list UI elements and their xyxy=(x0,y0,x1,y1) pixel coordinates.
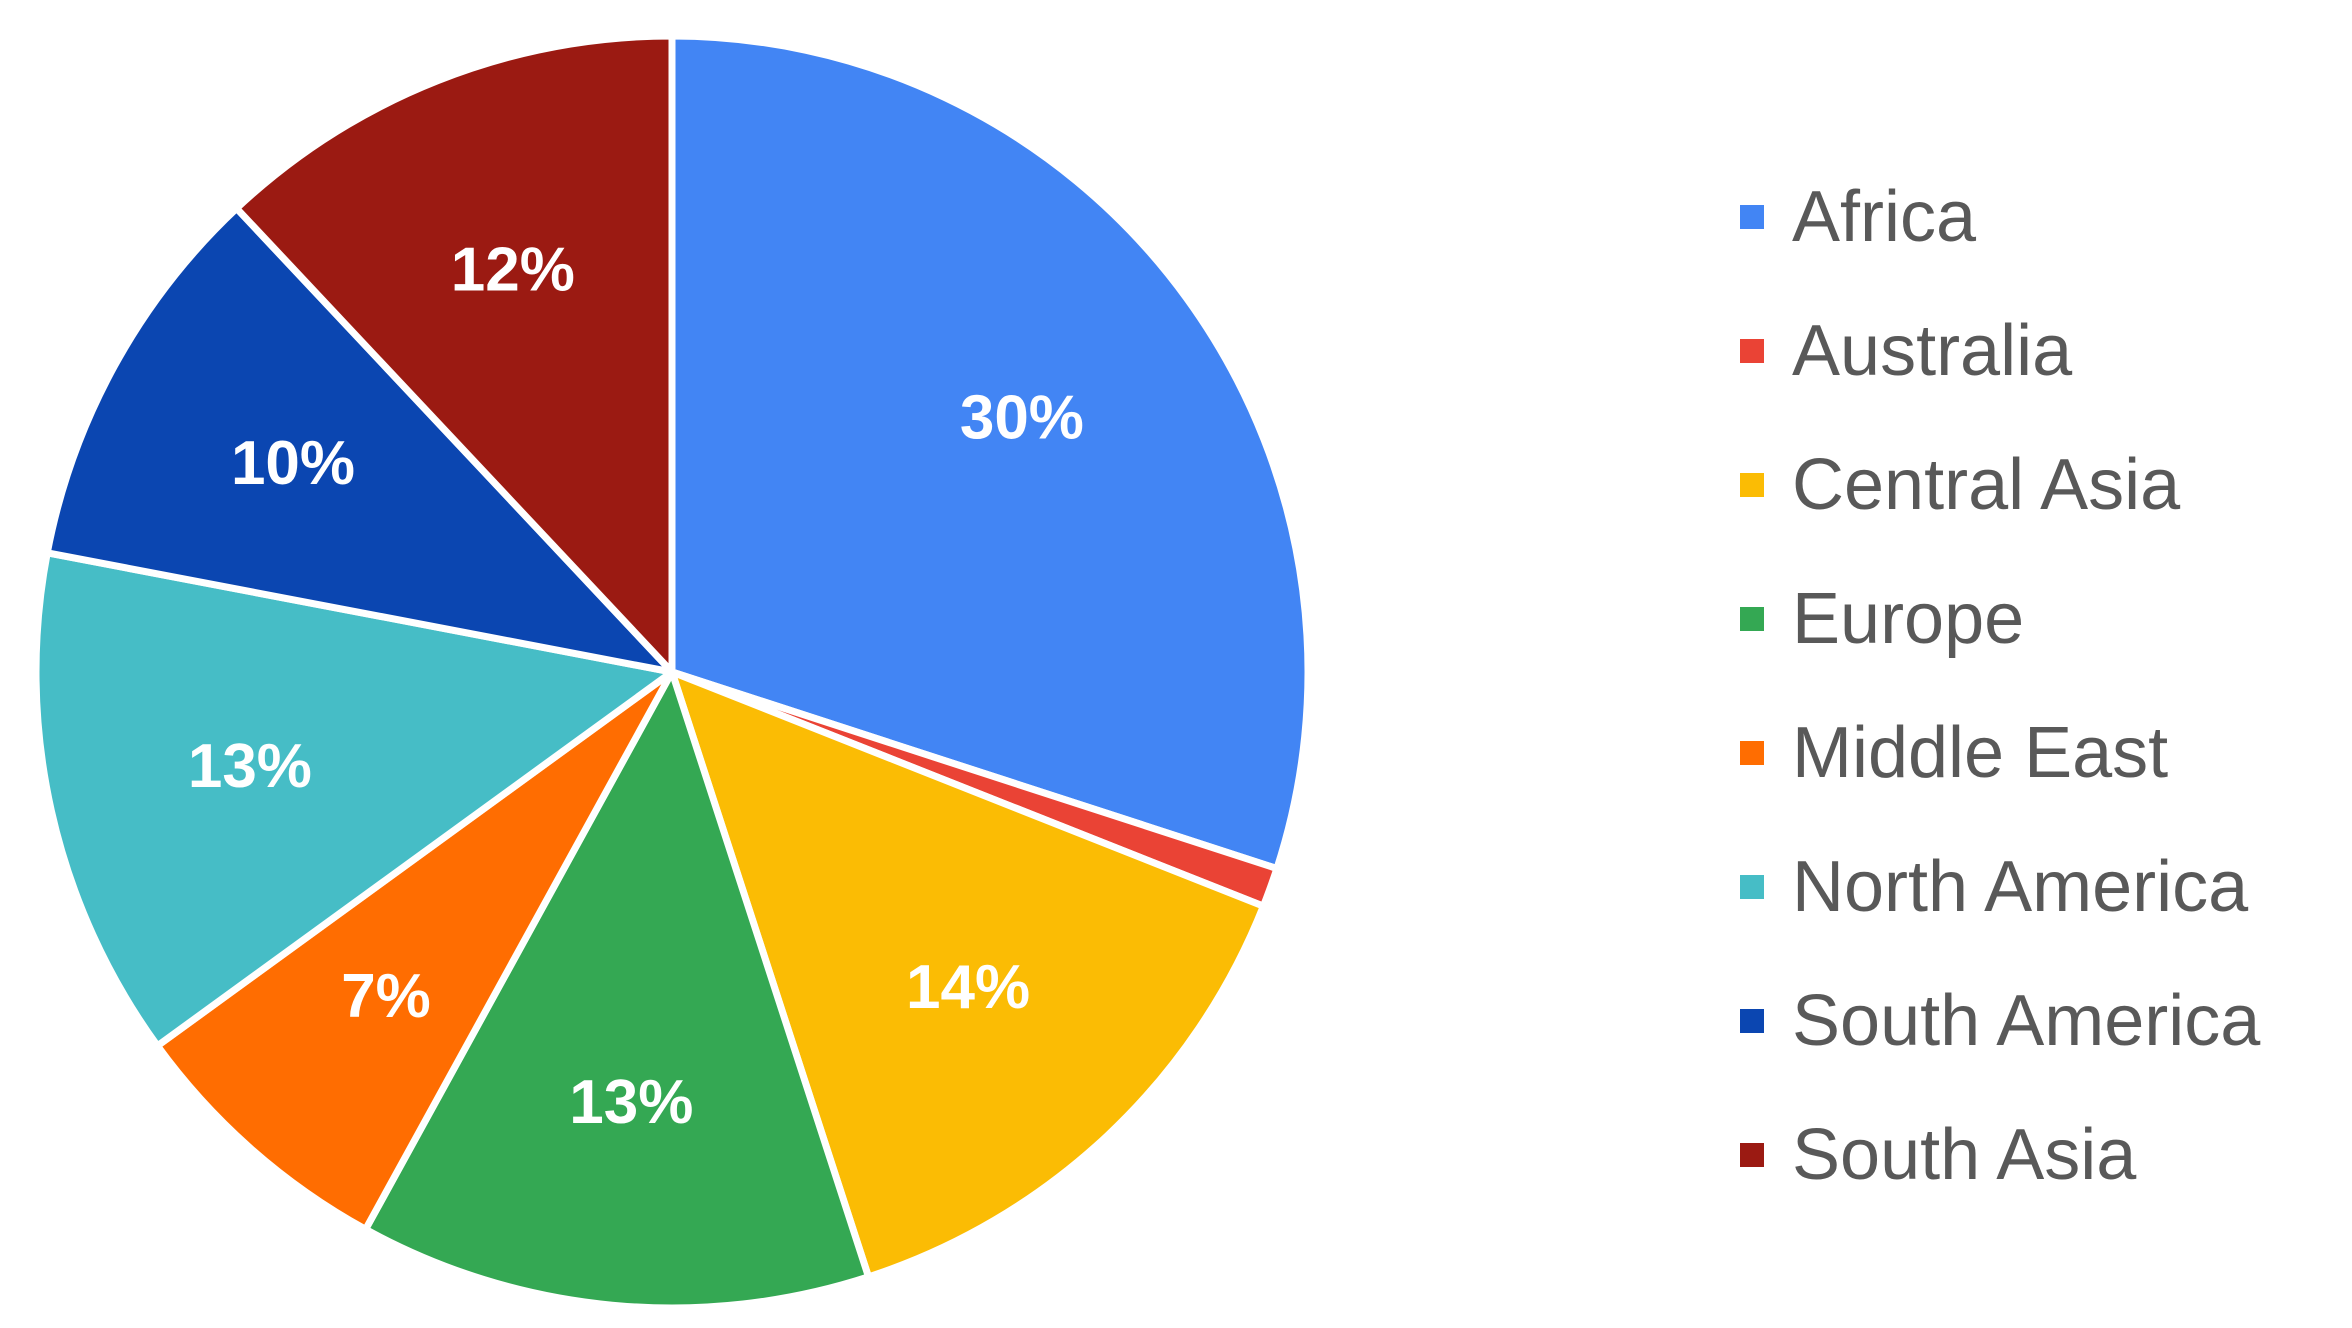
data-label-africa: 30% xyxy=(960,383,1084,452)
legend-label-central-asia: Central Asia xyxy=(1792,445,2181,525)
legend-label-north-america: North America xyxy=(1792,847,2249,927)
legend-label-australia: Australia xyxy=(1792,311,2073,391)
pie-plot-area: 30% 14% 13% 7% 13% 10% 12% xyxy=(32,32,1312,1312)
legend-item-australia: Australia xyxy=(1740,284,2260,418)
pie-data-labels: 30% 14% 13% 7% 13% 10% 12% xyxy=(188,235,1084,1137)
legend-item-south-asia: South Asia xyxy=(1740,1088,2260,1222)
legend-label-middle-east: Middle East xyxy=(1792,713,2169,793)
pie-slice-north-america xyxy=(32,549,676,1050)
data-label-north-america: 13% xyxy=(188,732,312,801)
legend-item-central-asia: Central Asia xyxy=(1740,418,2260,552)
legend-swatch-north-america xyxy=(1740,875,1764,899)
data-label-middle-east: 7% xyxy=(341,962,431,1031)
pie-slices xyxy=(32,32,1312,1312)
legend-item-north-america: North America xyxy=(1740,820,2260,954)
legend-label-south-asia: South Asia xyxy=(1792,1115,2137,1195)
legend-swatch-south-america xyxy=(1740,1009,1764,1033)
legend-item-middle-east: Middle East xyxy=(1740,686,2260,820)
data-label-south-america: 10% xyxy=(231,429,355,498)
legend-swatch-central-asia xyxy=(1740,473,1764,497)
pie-slice-europe xyxy=(362,668,873,1312)
data-label-south-asia: 12% xyxy=(451,235,575,304)
legend-item-africa: Africa xyxy=(1740,150,2260,284)
legend-swatch-africa xyxy=(1740,205,1764,229)
legend-swatch-europe xyxy=(1740,607,1764,631)
legend-label-africa: Africa xyxy=(1792,177,1977,257)
pie-slice-south-asia xyxy=(233,32,676,676)
legend-item-europe: Europe xyxy=(1740,552,2260,686)
data-label-europe: 13% xyxy=(569,1068,693,1137)
legend-swatch-south-asia xyxy=(1740,1143,1764,1167)
pie-slice-africa xyxy=(668,32,1312,873)
chart-legend: Africa Australia Central Asia Europe Middle … xyxy=(1740,150,2260,1222)
legend-item-south-america: South America xyxy=(1740,954,2260,1088)
legend-label-europe: Europe xyxy=(1792,579,2025,659)
legend-label-south-america: South America xyxy=(1792,981,2261,1061)
data-label-central-asia: 14% xyxy=(906,953,1030,1022)
legend-swatch-australia xyxy=(1740,339,1764,363)
legend-swatch-middle-east xyxy=(1740,741,1764,765)
pie-slice-middle-east xyxy=(153,668,676,1233)
pie-slice-south-america xyxy=(43,204,676,676)
